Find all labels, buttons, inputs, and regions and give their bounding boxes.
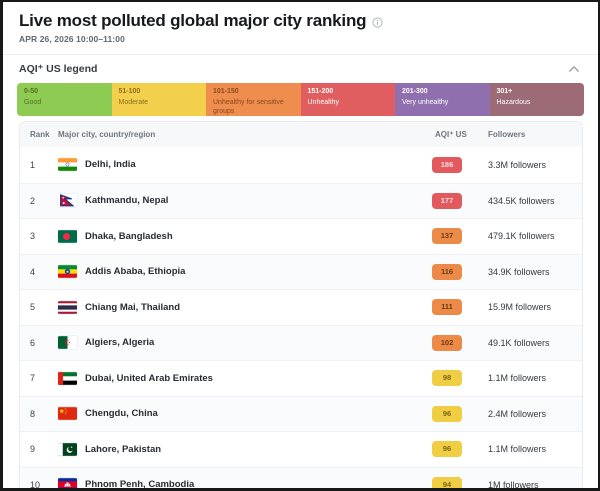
- rank-value: 4: [30, 266, 36, 277]
- flag-thailand-icon: [58, 300, 84, 314]
- band-label: Unhealthy: [307, 99, 340, 106]
- rank-value: 2: [30, 195, 36, 206]
- chevron-up-icon[interactable]: [566, 63, 582, 75]
- page-title: Live most polluted global major city ran…: [19, 11, 367, 30]
- aqi-legend: AQI⁺ US legend 0-50 Good 51-100 Moderate 101…: [3, 54, 598, 116]
- rank-value: 1: [30, 159, 36, 170]
- rank-value: 7: [30, 373, 36, 384]
- city-name: Dubai, United Arab Emirates: [85, 372, 213, 384]
- band-range: 101-150: [213, 88, 239, 95]
- flag-uae-icon: [58, 371, 84, 385]
- city-name: Chengdu, China: [85, 408, 158, 420]
- followers-count: 1M followers: [488, 479, 539, 490]
- table-row[interactable]: 5 Chiang Mai, Thailand 111 15.9M followe…: [20, 289, 582, 325]
- flag-pakistan-icon: [58, 442, 84, 456]
- table-header: Rank Major city, country/region AQI⁺ US …: [20, 122, 582, 147]
- aqi-badge: 96: [432, 441, 462, 458]
- rank-value: 9: [30, 444, 36, 455]
- table-row[interactable]: 6 Algiers, Algeria 102 49.1K followers: [20, 324, 582, 360]
- flag-nepal-icon: [58, 194, 84, 208]
- band-range: 201-300: [402, 88, 428, 95]
- flag-cambodia-icon: [58, 478, 84, 488]
- band-range: 51-100: [118, 88, 141, 95]
- band-label: Unhealthy for sensitive groups: [213, 99, 284, 115]
- city-name: Phnom Penh, Cambodia: [85, 479, 195, 491]
- rank-value: 3: [30, 231, 36, 242]
- aqi-badge: 116: [432, 263, 462, 280]
- date-range: APR 26, 2026 10:00–11:00: [19, 34, 125, 44]
- followers-count: 1.1M followers: [488, 373, 547, 384]
- followers-count: 479.1K followers: [488, 231, 555, 242]
- flag-china-icon: [58, 407, 84, 421]
- followers-count: 15.9M followers: [488, 302, 552, 313]
- city-name: Algiers, Algeria: [85, 337, 155, 349]
- flag-ethiopia-icon: [58, 265, 84, 279]
- band-range: 151-200: [307, 88, 334, 95]
- legend-band: 301+ Hazardous: [489, 83, 584, 116]
- aqi-badge: 94: [432, 476, 462, 488]
- rank-value: 6: [30, 337, 36, 348]
- table-row[interactable]: 8 Chengdu, China 96 2.4M followers: [20, 395, 582, 431]
- city-name: Lahore, Pakistan: [85, 443, 162, 455]
- city-name: Addis Ababa, Ethiopia: [85, 266, 186, 278]
- followers-count: 49.1K followers: [488, 337, 550, 348]
- band-range: 0-50: [24, 88, 39, 95]
- table-row[interactable]: 10 Phnom Penh, Cambodia 94 1M followers: [20, 466, 582, 491]
- rank-value: 10: [30, 479, 41, 490]
- city-name: Dhaka, Bangladesh: [85, 230, 173, 242]
- band-label: Moderate: [118, 99, 149, 106]
- followers-count: 2.4M followers: [488, 408, 547, 419]
- legend-band: 151-200 Unhealthy: [300, 83, 395, 116]
- table-row[interactable]: 2 Kathmandu, Nepal 177 434.5K followers: [20, 182, 582, 218]
- followers-count: 3.3M followers: [488, 159, 547, 170]
- table-row[interactable]: 7 Dubai, United Arab Emirates 98 1.1M fo…: [20, 360, 582, 396]
- legend-band: 101-150 Unhealthy for sensitive groups: [206, 83, 301, 116]
- followers-count: 1.1M followers: [488, 444, 547, 455]
- flag-india-icon: [58, 158, 84, 172]
- legend-title: AQI⁺ US legend: [19, 63, 98, 75]
- column-aqi: AQI⁺ US: [435, 130, 467, 139]
- legend-band: 201-300 Very unhealthy: [395, 83, 490, 116]
- table-row[interactable]: 4 Addis Ababa, Ethiopia 116 34.9K follow…: [20, 253, 582, 289]
- aqi-badge: 96: [432, 405, 462, 422]
- band-range: 301+: [496, 88, 513, 95]
- aqi-badge: 137: [432, 228, 462, 245]
- city-name: Chiang Mai, Thailand: [85, 301, 181, 313]
- aqi-badge: 111: [432, 299, 462, 316]
- table-body: 1 Delhi, India 186 3.3M followers 2 Kath…: [20, 147, 582, 491]
- ranking-table: Rank Major city, country/region AQI⁺ US …: [19, 121, 583, 491]
- table-row[interactable]: 3 Dhaka, Bangladesh 137 479.1K followers: [20, 218, 582, 254]
- column-followers: Followers: [488, 130, 526, 139]
- aqi-badge: 102: [432, 334, 462, 351]
- page-header: Live most polluted global major city ran…: [3, 2, 598, 44]
- followers-count: 34.9K followers: [488, 266, 550, 277]
- band-label: Very unhealthy: [402, 99, 449, 106]
- rank-value: 5: [30, 302, 36, 313]
- aqi-badge: 186: [432, 156, 462, 173]
- rank-value: 8: [30, 408, 36, 419]
- aqi-badge: 177: [432, 192, 462, 209]
- followers-count: 434.5K followers: [488, 195, 555, 206]
- band-label: Hazardous: [496, 99, 531, 106]
- legend-band: 51-100 Moderate: [111, 83, 206, 116]
- band-label: Good: [24, 99, 42, 106]
- legend-band: 0-50 Good: [17, 83, 112, 116]
- flag-bangladesh-icon: [58, 229, 84, 243]
- table-row[interactable]: 9 Lahore, Pakistan 96 1.1M followers: [20, 431, 582, 467]
- city-name: Kathmandu, Nepal: [85, 195, 169, 207]
- legend-bar: 0-50 Good 51-100 Moderate 101-150 Unhealthy f…: [17, 83, 584, 116]
- column-rank: Rank: [30, 130, 50, 139]
- info-icon[interactable]: [372, 16, 383, 28]
- table-row[interactable]: 1 Delhi, India 186 3.3M followers: [20, 147, 582, 183]
- column-city: Major city, country/region: [58, 130, 156, 139]
- aqi-badge: 98: [432, 370, 462, 387]
- flag-algeria-icon: [58, 336, 84, 350]
- city-name: Delhi, India: [85, 159, 136, 171]
